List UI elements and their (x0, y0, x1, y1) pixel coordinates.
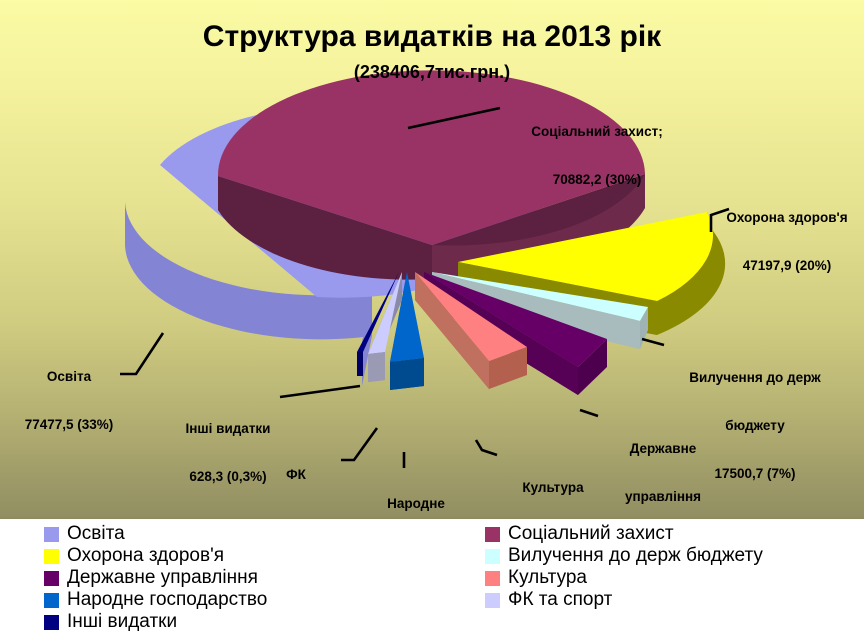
legend-swatch-culture (485, 570, 500, 586)
legend-swatch-administration (44, 570, 59, 586)
pie-slice-social-protection (217, 70, 646, 280)
pie-slice-economy (390, 272, 424, 390)
callout-sport: ФК та спорт 2544,8 (1%) (268, 467, 324, 517)
legend-column-left: Освіта Охорона здоров'я Державне управлі… (44, 523, 267, 633)
legend-item-sport[interactable]: ФК та спорт (485, 589, 763, 611)
legend-swatch-sport (485, 592, 500, 608)
legend-label-economy: Народне господарство (67, 589, 268, 610)
chart-subtitle: (238406,7тис.грн.) (353, 62, 511, 82)
legend-swatch-other-expenses (44, 614, 59, 630)
legend-item-education[interactable]: Освіта (44, 523, 267, 545)
pie-chart-graphic (125, 70, 726, 395)
legend-swatch-education (44, 526, 59, 542)
pie-slice-withdrawal (432, 272, 648, 349)
legend-item-economy[interactable]: Народне господарство (44, 589, 267, 611)
pie-slice-culture (415, 272, 527, 389)
legend-swatch-economy (44, 592, 59, 608)
legend-label-social-protection: Соціальний захист (508, 523, 674, 544)
legend-label-education: Освіта (67, 523, 125, 544)
legend-item-health[interactable]: Охорона здоров'я (44, 545, 267, 567)
legend-item-social-protection[interactable]: Соціальний захист (485, 523, 763, 545)
legend-label-administration: Державне управління (67, 567, 258, 588)
legend-column-right: Соціальний захист Вилучення до держ бюдж… (485, 523, 763, 611)
callout-social-protection: Соціальний захист; 70882,2 (30%) (531, 124, 663, 187)
pie-slice-sport (368, 272, 402, 382)
legend-item-other-expenses[interactable]: Інші видатки (44, 611, 267, 633)
callout-education: Освіта 77477,5 (33%) (24, 369, 114, 432)
pie-chart-plot-area: Структура видатків на 2013 рік (238406,7… (0, 0, 864, 517)
chart-title: Структура видатків на 2013 рік (202, 20, 662, 53)
legend-label-withdrawal: Вилучення до держ бюджету (508, 545, 763, 566)
legend-label-culture: Культура (508, 567, 587, 588)
callout-leader-lines (120, 106, 730, 468)
legend-swatch-withdrawal (485, 548, 500, 564)
legend-item-withdrawal[interactable]: Вилучення до держ бюджету (485, 545, 763, 567)
legend-item-culture[interactable]: Культура (485, 567, 763, 589)
callout-other-expenses: Інші видатки 628,3 (0,3%) (185, 421, 271, 484)
legend-label-other-expenses: Інші видатки (67, 611, 178, 632)
pie-slice-other (357, 272, 399, 376)
callout-health: Охорона здоров'я 47197,9 (20%) (726, 210, 848, 273)
legend-label-health: Охорона здоров'я (67, 545, 224, 566)
callout-administration: Державне управління 8417,0 (4%) (624, 441, 702, 504)
callout-economy: Народне господарство 5642,2 (2%) (387, 496, 445, 511)
legend-swatch-health (44, 548, 59, 564)
chart-legend: Освіта Охорона здоров'я Державне управлі… (0, 517, 864, 640)
legend-item-administration[interactable]: Державне управління (44, 567, 267, 589)
callout-culture: Культура 8116,1 (3%) (522, 480, 584, 495)
callout-withdrawal: Вилучення до держ бюджету 17500,7 (7%) (689, 370, 821, 481)
legend-label-sport: ФК та спорт (508, 589, 613, 610)
legend-swatch-social-protection (485, 526, 500, 542)
